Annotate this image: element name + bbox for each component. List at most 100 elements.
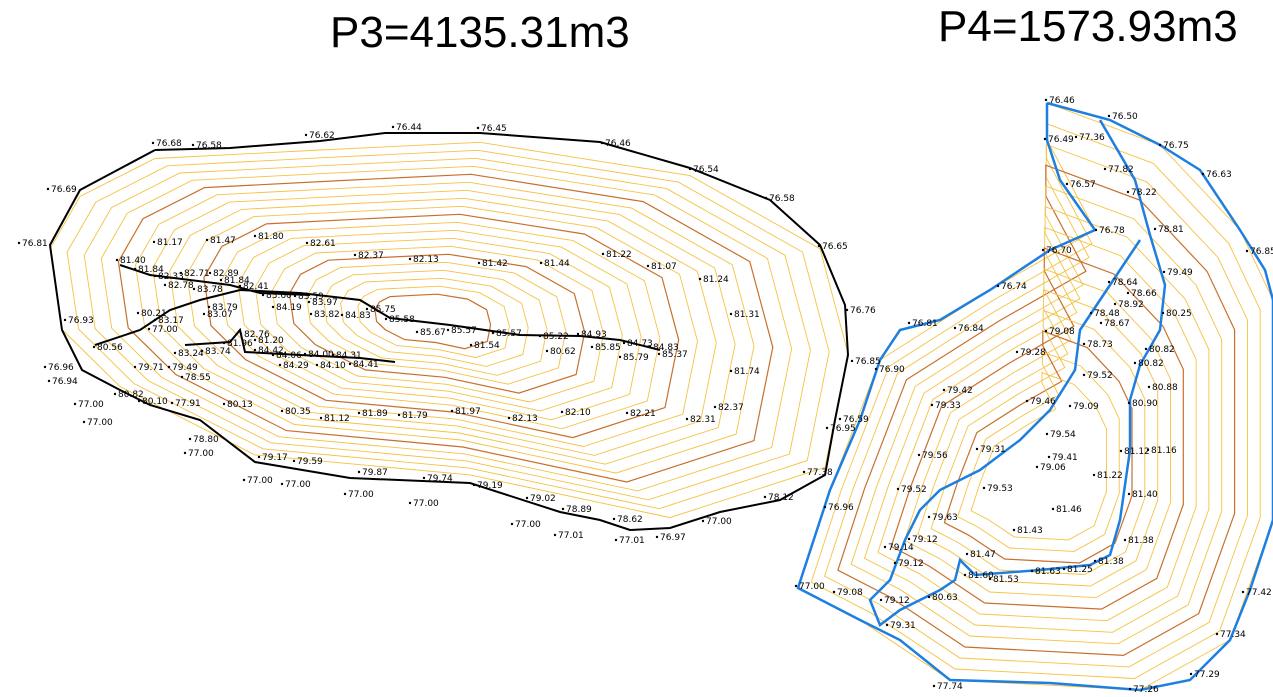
p3-point-marker	[600, 141, 604, 145]
p3-contour-line	[374, 293, 492, 350]
p4-elevation-label: 81.53	[993, 575, 1019, 585]
p3-point-marker	[271, 353, 275, 357]
p4-elevation-label: 81.22	[1097, 471, 1123, 481]
p3-elevation-label: 76.76	[850, 306, 876, 316]
p4-elevation-label: 80.88	[1152, 383, 1178, 393]
p3-elevation-label: 81.40	[120, 256, 146, 266]
p3-elevation-label: 82.61	[310, 239, 336, 249]
p4-point-marker	[893, 561, 897, 565]
p3-point-marker	[147, 327, 151, 331]
p4-elevation-label: 77.74	[937, 682, 963, 692]
p4-point-marker	[932, 684, 936, 688]
p3-elevation-label: 78.12	[768, 493, 794, 503]
p4-point-marker	[1041, 248, 1045, 252]
p3-elevation-label: 82.89	[213, 269, 239, 279]
p4-elevation-label: 79.41	[1052, 453, 1078, 463]
p4-point-marker	[1035, 465, 1039, 469]
p3-point-marker	[208, 271, 212, 275]
p4-point-marker	[988, 577, 992, 581]
p4-point-marker	[1094, 228, 1098, 232]
p4-elevation-label: 79.12	[884, 596, 910, 606]
p3-elevation-label: 79.49	[172, 363, 198, 373]
p4-elevation-label: 78.73	[1087, 340, 1113, 350]
p3-point-marker	[115, 258, 119, 262]
p3-elevation-label: 80.10	[142, 397, 168, 407]
p3-elevation-label: 81.12	[324, 414, 350, 424]
p3-elevation-label: 77.01	[558, 531, 584, 541]
p3-point-marker	[163, 283, 167, 287]
p4-elevation-label: 76.95	[830, 424, 856, 434]
p3-contour-line	[220, 221, 661, 430]
p3-elevation-label: 85.85	[595, 343, 621, 353]
p3-elevation-label: 78.80	[193, 435, 219, 445]
p4-point-marker	[823, 505, 827, 509]
p4-elevation-label: 79.52	[901, 485, 927, 495]
p4-point-marker	[1107, 114, 1111, 118]
p4-elevation-label: 79.28	[1020, 348, 1046, 358]
p3-elevation-label: 82.33	[158, 272, 184, 282]
p3-point-marker	[293, 294, 297, 298]
p3-elevation-label: 81.84	[138, 265, 164, 275]
p3-elevation-label: 80.35	[285, 407, 311, 417]
p4-elevation-label: 79.52	[1087, 371, 1113, 381]
p3-elevation-label: 81.47	[210, 236, 236, 246]
p3-elevation-label: 77.00	[78, 400, 104, 410]
p4-elevation-label: 79.46	[1030, 397, 1056, 407]
p4-point-marker	[982, 486, 986, 490]
p3-point-marker	[688, 167, 692, 171]
p3-elevation-label: 82.10	[565, 408, 591, 418]
p3-point-marker	[73, 402, 77, 406]
p3-elevation-label: 81.42	[482, 259, 508, 269]
p4-point-marker	[883, 545, 887, 549]
p3-point-marker	[685, 417, 689, 421]
p3-elevation-label: 85.75	[370, 305, 396, 315]
p3-elevation-label: 81.07	[651, 262, 677, 272]
p3-point-marker	[507, 416, 511, 420]
p4-point-marker	[1119, 449, 1123, 453]
p4-contour-line	[824, 143, 1248, 668]
p3-elevation-label: 76.81	[22, 239, 48, 249]
p3-point-marker	[384, 317, 388, 321]
p4-elevation-label: 81.63	[1035, 567, 1061, 577]
p4-point-marker	[1045, 432, 1049, 436]
p3-point-marker	[137, 399, 141, 403]
p4-contour-line	[850, 185, 1223, 645]
p3-point-marker	[576, 332, 580, 336]
p3-point-marker	[170, 401, 174, 405]
p3-contour-line	[323, 269, 548, 376]
p4-point-marker	[1241, 590, 1245, 594]
p3-point-marker	[271, 305, 275, 309]
p3-point-marker	[408, 257, 412, 261]
p3-elevation-label: 77.91	[175, 399, 201, 409]
p3-elevation-label: 82.37	[718, 403, 744, 413]
p4-point-marker	[927, 595, 931, 599]
p4-elevation-label: 81.43	[1017, 526, 1043, 536]
p4-point-marker	[1153, 227, 1157, 231]
p3-point-marker	[538, 334, 542, 338]
p4-point-marker	[1126, 190, 1130, 194]
p3-elevation-label: 84.06	[276, 351, 302, 361]
p4-point-marker	[832, 590, 836, 594]
p4-elevation-label: 79.54	[1050, 430, 1076, 440]
p4-point-marker	[1025, 399, 1029, 403]
p4-point-marker	[1092, 473, 1096, 477]
p3-elevation-label: 80.56	[97, 343, 123, 353]
p4-point-marker	[1062, 567, 1066, 571]
p3-elevation-label: 76.44	[396, 123, 422, 133]
p4-point-marker	[1082, 342, 1086, 346]
p3-point-marker	[469, 343, 473, 347]
p3-breakline-3	[184, 327, 396, 363]
p4-elevation-label: 79.33	[935, 401, 961, 411]
p3-point-marker	[612, 517, 616, 521]
p3-elevation-label: 83.82	[314, 310, 340, 320]
p3-point-marker	[646, 264, 650, 268]
p3-elevation-label: 82.76	[244, 330, 270, 340]
p3-elevation-label: 84.00	[308, 350, 334, 360]
p4-point-marker	[1015, 350, 1019, 354]
p3-point-marker	[553, 533, 557, 537]
p3-elevation-label: 82.31	[690, 415, 716, 425]
p3-elevation-label: 76.96	[48, 363, 74, 373]
p3-point-marker	[261, 293, 265, 297]
p3-elevation-label: 83.17	[158, 316, 184, 326]
p3-elevation-label: 76.68	[156, 139, 182, 149]
